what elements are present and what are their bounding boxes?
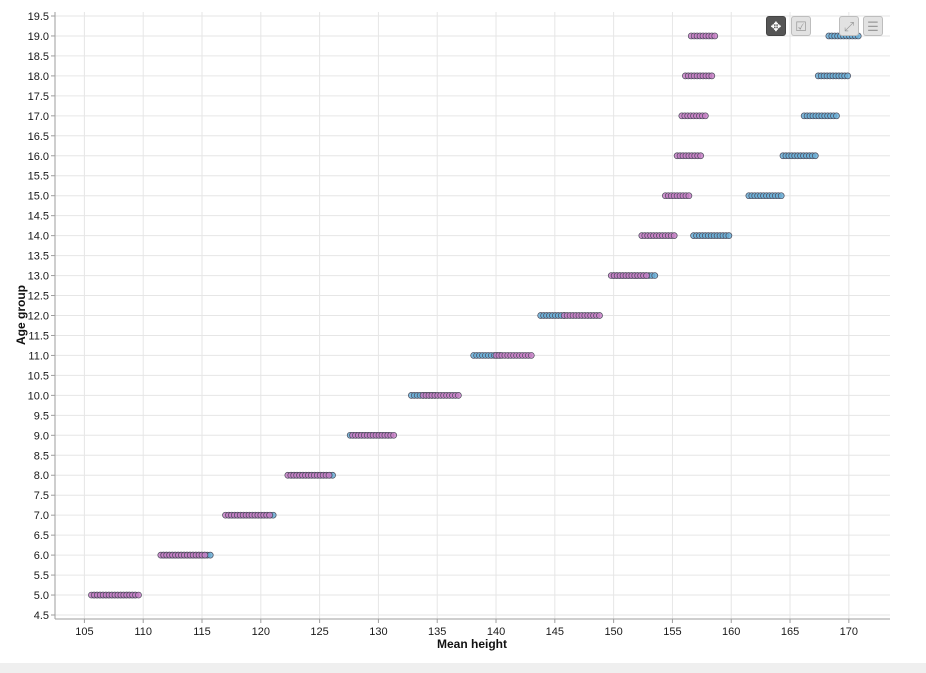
y-tick-label: 12.0 [28,311,49,323]
data-point [725,232,733,239]
select-tool-button[interactable]: ☑ [791,16,811,36]
x-tick-label: 135 [428,626,446,638]
x-tick-label: 115 [193,626,211,638]
y-tick-label: 7.0 [34,510,49,522]
y-tick-label: 17.0 [28,111,49,123]
y-tick-label: 14.0 [28,231,49,243]
y-tick-label: 5.5 [34,570,49,582]
data-point [844,72,852,80]
data-point [651,272,659,279]
y-axis-title: Age group [14,285,28,345]
x-tick-label: 140 [487,626,505,638]
y-tick-label: 13.0 [28,271,49,283]
checkbox-select-icon: ☑ [795,18,807,34]
x-axis-title: Mean height [437,637,507,651]
data-point [833,112,840,120]
y-tick-label: 14.5 [28,211,49,223]
data-point [711,32,719,40]
grid-lines [55,12,890,619]
data-point [777,192,785,200]
tick-labels: 4.5 5.0 5.5 6.0 6.5 7.0 7.5 8.0 8.5 9.0 9.5 10.0 10.… [28,11,858,638]
data-point [643,272,650,279]
y-tick-label: 9.0 [34,430,49,442]
y-tick-label: 15.5 [28,171,49,183]
y-tick-label: 15.0 [28,191,49,203]
y-tick-label: 6.0 [34,550,49,562]
y-tick-label: 16.5 [28,131,49,143]
data-point [670,232,678,239]
y-tick-label: 13.5 [28,251,49,263]
y-tick-label: 4.5 [34,610,49,622]
y-tick-label: 8.5 [34,450,49,462]
menu-button[interactable]: ☰ [863,16,883,36]
data-point [708,72,716,80]
x-tick-label: 125 [310,626,328,638]
y-tick-label: 10.0 [28,390,49,402]
data-point [455,392,462,399]
menu-icon: ☰ [867,18,879,34]
y-tick-label: 12.5 [28,291,49,303]
x-tick-label: 120 [252,626,270,638]
y-tick-label: 8.0 [34,470,49,482]
data-point [702,112,709,120]
x-tick-label: 170 [840,626,858,638]
x-tick-label: 110 [134,626,152,638]
data-point [527,352,535,359]
data-point [596,312,603,319]
data-point [685,192,693,200]
move-icon: ✥ [770,18,782,34]
y-tick-label: 11.0 [28,350,49,362]
y-tick-label: 10.5 [28,370,49,382]
fullscreen-icon: ⤢ [843,18,855,34]
data-point [390,431,398,439]
fullscreen-button[interactable]: ⤢ [839,16,859,36]
y-tick-label: 9.5 [34,410,49,422]
x-tick-label: 165 [781,626,799,638]
x-tick-label: 145 [546,626,564,638]
data-point [811,152,819,160]
y-tick-label: 7.5 [34,490,49,502]
x-tick-label: 130 [369,626,387,638]
data-point [266,511,273,519]
x-tick-label: 150 [604,626,622,638]
y-tick-label: 19.5 [28,11,49,23]
data-point [135,591,142,599]
y-tick-label: 17.5 [28,91,49,103]
x-tick-label: 155 [663,626,681,638]
data-point [201,551,209,559]
footer-strip [0,663,926,673]
x-tick-label: 105 [75,626,93,638]
data-point [697,152,705,160]
x-tick-label: 160 [722,626,740,638]
axes [51,12,890,623]
y-tick-label: 19.0 [28,31,49,43]
y-tick-label: 6.5 [34,530,49,542]
y-tick-label: 16.0 [28,151,49,163]
data-point [325,471,333,479]
data-points [88,32,862,599]
move-tool-button[interactable]: ✥ [766,16,786,36]
y-tick-label: 18.0 [28,71,49,83]
y-tick-label: 5.0 [34,590,49,602]
chart-toolbar: ✥ ☑ ⤢ ☰ [766,16,886,38]
y-tick-label: 18.5 [28,51,49,63]
y-tick-label: 11.5 [28,330,49,342]
